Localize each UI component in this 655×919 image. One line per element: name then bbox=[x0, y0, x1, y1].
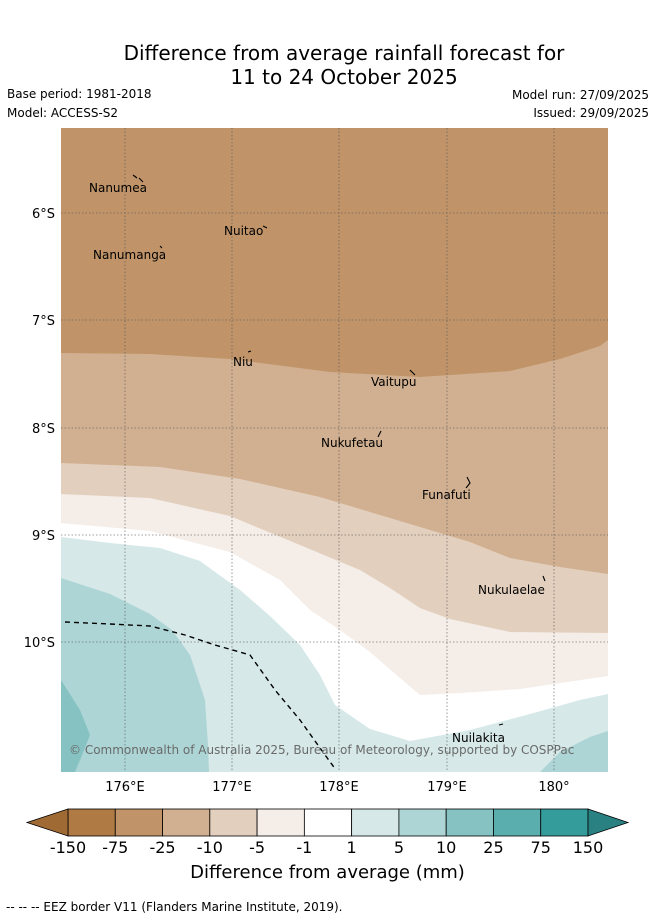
colorbar-tick-label: 1 bbox=[346, 838, 357, 857]
title-line-1: Difference from average rainfall forecas… bbox=[123, 41, 565, 65]
colorbar-under-arrow bbox=[25, 808, 69, 837]
colorbar-segment bbox=[398, 808, 447, 837]
colorbar-segment bbox=[67, 808, 116, 837]
lon-label-177e: 177°E bbox=[212, 780, 252, 795]
colorbar-tick-label: -25 bbox=[149, 838, 176, 857]
issued-date: Issued: 29/09/2025 bbox=[533, 106, 649, 120]
band-plus-5 bbox=[61, 578, 209, 772]
band-plus-5-se bbox=[540, 731, 608, 772]
colorbar-segment bbox=[351, 808, 400, 837]
colorbar-tick-label: 75 bbox=[530, 838, 551, 857]
lat-label-6s: 6°S bbox=[32, 207, 55, 222]
place-label-nanumea: Nanumea bbox=[89, 181, 147, 195]
colorbar-tick-label: -5 bbox=[249, 838, 266, 857]
place-label-nanumanga: Nanumanga bbox=[93, 248, 166, 262]
model-run: Model run: 27/09/2025 bbox=[511, 88, 649, 102]
colorbar-tick-label: 25 bbox=[483, 838, 504, 857]
colorbar-tick-label: -10 bbox=[196, 838, 223, 857]
colorbar-title: Difference from average (mm) bbox=[190, 862, 465, 883]
colorbar-tick-label: 10 bbox=[435, 838, 457, 857]
place-label-funafuti: Funafuti bbox=[422, 488, 471, 502]
colorbar-tick-label: 150 bbox=[572, 838, 604, 857]
lat-label-9s: 9°S bbox=[32, 529, 55, 544]
colorbar bbox=[25, 808, 630, 837]
colorbar-segment bbox=[162, 808, 211, 837]
title-line-2: 11 to 24 October 2025 bbox=[230, 65, 458, 89]
colorbar-segment bbox=[209, 808, 258, 837]
island-shapes bbox=[132, 174, 546, 726]
place-label-nukufetau: Nukufetau bbox=[321, 436, 383, 450]
place-label-nukulaelae: Nukulaelae bbox=[478, 583, 545, 597]
colorbar-segment bbox=[256, 808, 305, 837]
colorbar-segment bbox=[540, 808, 589, 837]
colorbar-tick-label: -150 bbox=[49, 838, 87, 857]
colorbar-over-arrow bbox=[587, 808, 630, 837]
lat-label-10s: 10°S bbox=[24, 636, 55, 651]
lat-label-8s: 8°S bbox=[32, 422, 55, 437]
place-label-nuitao: Nuitao bbox=[224, 224, 263, 238]
colorbar-tick-label: -75 bbox=[102, 838, 129, 857]
colorbar-segment bbox=[303, 808, 353, 837]
place-label-nuilakita: Nuilakita bbox=[452, 731, 505, 745]
lon-label-180: 180° bbox=[538, 780, 569, 795]
lon-label-176e: 176°E bbox=[105, 780, 145, 795]
band-plus-10 bbox=[61, 680, 90, 772]
lon-label-178e: 178°E bbox=[319, 780, 359, 795]
colorbar-tick-label: -1 bbox=[296, 838, 313, 857]
colorbar-segment bbox=[114, 808, 163, 837]
eez-legend: -- -- -- EEZ border V11 (Flanders Marine… bbox=[6, 900, 343, 914]
base-period: Base period: 1981-2018 bbox=[7, 87, 152, 101]
map-panel bbox=[61, 128, 608, 772]
place-label-niu: Niu bbox=[233, 355, 253, 369]
lat-label-7s: 7°S bbox=[32, 314, 55, 329]
eez-border bbox=[64, 621, 337, 771]
gridlines bbox=[61, 128, 608, 772]
colorbar-segment bbox=[445, 808, 494, 837]
lon-label-179e: 179°E bbox=[427, 780, 467, 795]
model-name: Model: ACCESS-S2 bbox=[7, 106, 119, 120]
colorbar-segment bbox=[493, 808, 542, 837]
colorbar-tick-label: 5 bbox=[393, 838, 404, 857]
place-label-vaitupu: Vaitupu bbox=[371, 375, 417, 389]
copyright-notice: © Commonwealth of Australia 2025, Bureau… bbox=[69, 743, 574, 757]
